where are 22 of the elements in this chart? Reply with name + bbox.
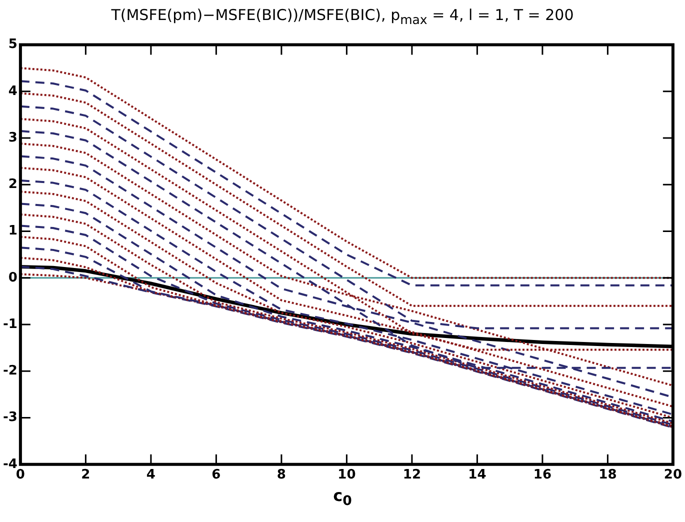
x-tick-label: 10	[338, 468, 356, 483]
x-tick-label: 18	[598, 468, 617, 483]
y-tick-label: 3	[8, 130, 18, 146]
y-tick-label: 4	[8, 84, 18, 99]
y-tick-label: 0	[8, 270, 18, 286]
y-tick-label: -2	[2, 364, 18, 379]
x-tick-label: 6	[212, 468, 221, 483]
x-tick-label: 12	[402, 468, 421, 483]
y-tick-label: -4	[2, 456, 18, 472]
y-tick-label: -1	[2, 316, 18, 332]
x-tick-label: 4	[146, 468, 156, 483]
y-tick-label: -3	[2, 410, 18, 426]
x-tick-label: 20	[664, 468, 682, 483]
x-axis-title: c$_{0}$	[332, 486, 353, 510]
x-tick-label: 8	[276, 468, 286, 483]
chart-title: T(MSFE(pm)−MSFE(BIC))/MSFE(BIC), p$_{max}$ = 4, l = 1, T = 200	[110, 5, 575, 29]
x-tick-label: 16	[533, 468, 552, 483]
x-tick-label: 2	[81, 468, 90, 483]
x-tick-label: 14	[468, 468, 486, 483]
y-tick-label: 5	[8, 37, 18, 52]
y-tick-label: 1	[8, 224, 18, 239]
y-tick-label: 2	[8, 177, 18, 192]
